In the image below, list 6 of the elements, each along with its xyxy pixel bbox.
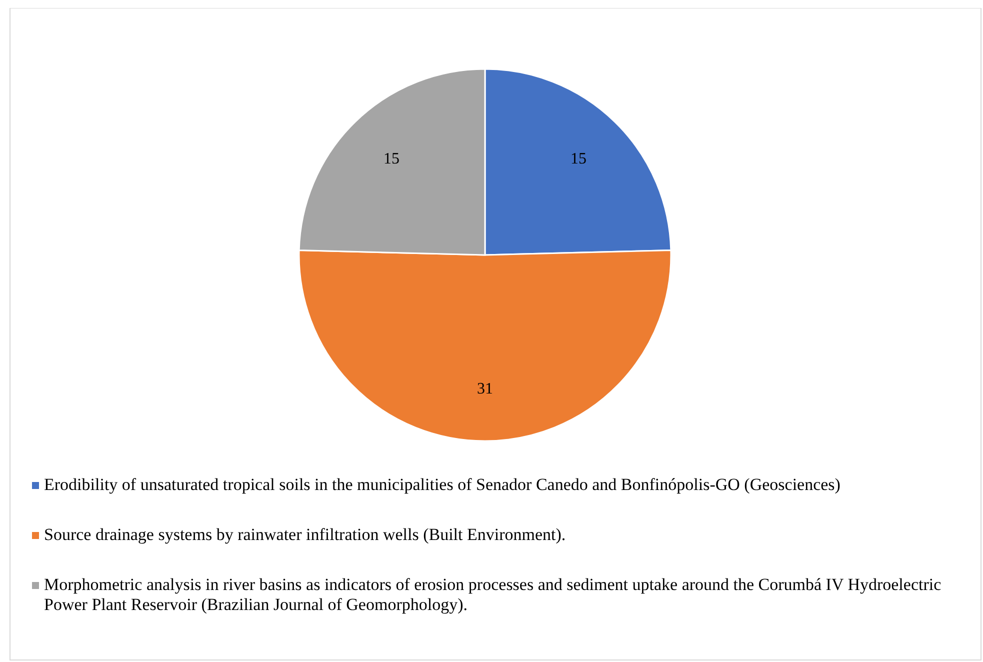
legend-label: Erodibility of unsaturated tropical soils in the municipalities of Senador Canedo and Bonfinópolis-GO (Geosciences) (44, 475, 840, 494)
legend-label: Morphometric analysis in river basins as indicators of erosion processes and sediment uptake around the Corumbá IV Hydroelectric Power Plant Reservoir (Brazilian Journal of Geomorphology). (44, 575, 942, 614)
data-label: 31 (477, 380, 493, 398)
legend-label: Source drainage systems by rainwater infiltration wells (Built Environment). (44, 525, 566, 544)
data-label: 15 (570, 150, 586, 168)
data-label: 15 (384, 150, 400, 168)
